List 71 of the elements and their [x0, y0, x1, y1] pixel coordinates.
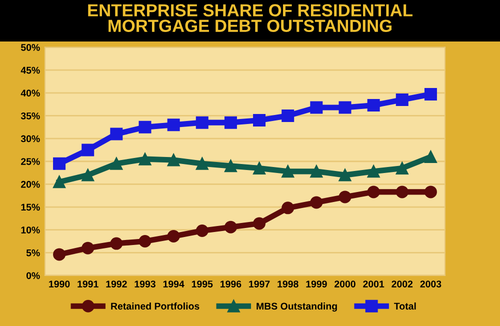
point: [53, 157, 66, 170]
point: [282, 165, 294, 178]
y-tick-label: 25%: [21, 158, 40, 165]
point: [424, 186, 437, 198]
point: [338, 190, 352, 204]
point: [367, 165, 380, 178]
y-tick-label: 50%: [20, 44, 40, 51]
point: [253, 162, 266, 174]
point: [396, 186, 408, 198]
point: [338, 101, 352, 114]
x-tick-label: 2002: [392, 280, 413, 288]
point: [367, 98, 380, 112]
point: [338, 168, 352, 182]
point: [138, 234, 152, 248]
point: [110, 237, 123, 250]
point: [167, 118, 180, 132]
x-tick-label: 1996: [220, 280, 242, 288]
y-tick-label: 5%: [26, 249, 40, 256]
legend-label: Total: [394, 302, 416, 310]
legend-label: MBS Outstanding: [256, 302, 337, 312]
point: [424, 150, 437, 164]
x-tick-label: 1999: [306, 280, 327, 288]
x-tick-label: 1990: [49, 280, 70, 288]
x-tick-label: 1995: [192, 280, 213, 288]
y-tick-label: 15%: [21, 204, 40, 211]
point: [167, 154, 180, 166]
point: [396, 162, 408, 174]
y-tick-label: 30%: [20, 135, 40, 142]
x-tick-label: 1991: [78, 280, 98, 288]
point: [367, 186, 380, 198]
point: [224, 220, 237, 234]
legend-label: Retained Portfolios: [111, 302, 200, 310]
point: [310, 101, 323, 114]
point: [253, 114, 266, 127]
x-tick-label: 1998: [278, 280, 298, 288]
x-tick-label: 1997: [249, 280, 270, 288]
point: [138, 120, 152, 134]
x-tick-label: 2000: [334, 280, 356, 288]
point: [138, 152, 152, 166]
point: [110, 157, 123, 170]
x-tick-label: 2003: [420, 280, 442, 288]
point: [110, 128, 123, 140]
point: [82, 144, 94, 156]
point: [224, 116, 237, 129]
point: [224, 160, 237, 172]
y-tick-label: 35%: [20, 112, 40, 120]
y-tick-label: 45%: [20, 66, 40, 74]
point: [396, 94, 408, 106]
y-tick-label: 20%: [21, 180, 40, 188]
point: [196, 116, 208, 129]
point: [310, 165, 323, 178]
x-tick-label: 1992: [106, 280, 127, 288]
point: [82, 168, 94, 182]
x-tick-label: 2001: [363, 280, 384, 288]
y-tick-label: 40%: [20, 90, 40, 97]
point: [82, 242, 94, 254]
x-tick-label: 1994: [163, 280, 184, 288]
point: [424, 88, 437, 101]
point: [253, 217, 266, 230]
point: [282, 109, 294, 122]
y-tick-label: 0%: [26, 272, 40, 280]
point: [196, 157, 208, 170]
point: [53, 176, 66, 188]
point: [53, 248, 66, 261]
point: [282, 202, 294, 214]
y-tick-label: 10%: [21, 226, 40, 234]
point: [196, 224, 208, 237]
chart-title: ENTERPRISE SHARE OF RESIDENTIAL MORTGAGE DEBT OUTSTANDING: [88, 4, 412, 32]
x-tick-label: 1993: [134, 280, 156, 288]
point: [167, 230, 180, 242]
point: [310, 196, 323, 209]
